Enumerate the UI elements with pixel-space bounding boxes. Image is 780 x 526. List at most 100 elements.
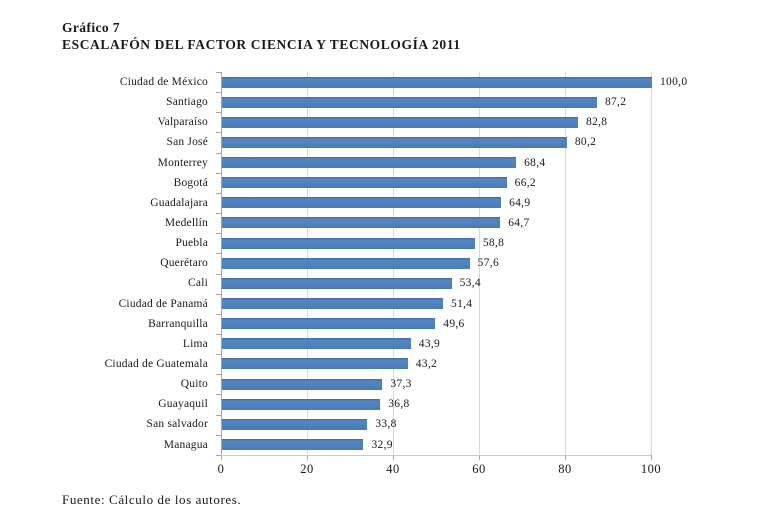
bar xyxy=(222,277,452,289)
value-label: 33,8 xyxy=(375,418,397,431)
bar xyxy=(222,157,517,169)
category-axis-tick xyxy=(216,233,221,235)
source-note: Fuente: Cálculo de los autores. xyxy=(62,492,242,507)
bar xyxy=(222,358,408,370)
bar-row: Ciudad de Panamá 51,4 xyxy=(51,294,751,314)
category-axis-tick xyxy=(216,132,221,134)
bar-track: 64,7 xyxy=(221,213,651,233)
bar-row: Cali 53,4 xyxy=(51,273,751,293)
value-label: 43,2 xyxy=(415,357,438,370)
category-axis-tick xyxy=(216,313,221,315)
value-label: 64,9 xyxy=(509,196,531,209)
category-axis-tick xyxy=(216,92,221,94)
bar-track: 37,3 xyxy=(221,374,651,394)
category-label: Ciudad de Guatemala xyxy=(104,358,208,371)
category-label: Ciudad de México xyxy=(119,76,208,89)
bar xyxy=(222,298,444,310)
bar-row: San José 80,2 xyxy=(51,132,751,152)
bar-track: 32,9 xyxy=(221,435,651,455)
value-label: 64,7 xyxy=(508,216,530,229)
bar xyxy=(222,136,567,148)
category-axis-tick xyxy=(216,354,221,356)
bar-row: Santiago 87,2 xyxy=(51,92,751,112)
category-axis-tick xyxy=(216,454,221,456)
category-label: San José xyxy=(166,136,208,149)
bar xyxy=(222,217,501,229)
category-axis-tick xyxy=(216,152,221,154)
x-tick-label: 60 xyxy=(472,462,486,476)
category-label: Puebla xyxy=(175,237,208,250)
bar-row: Guadalajara 64,9 xyxy=(51,193,751,213)
category-label: Bogotá xyxy=(173,176,208,189)
category-axis-tick xyxy=(216,374,221,376)
bar-row: Ciudad de Guatemala 43,2 xyxy=(51,354,751,374)
category-label: Monterrey xyxy=(157,156,208,169)
bar-row: Bogotá 66,2 xyxy=(51,173,751,193)
chart-title: ESCALAFÓN DEL FACTOR CIENCIA Y TECNOLOGÍ… xyxy=(62,37,461,52)
chart-number-label: Gráfico 7 xyxy=(62,20,120,35)
category-label: Barranquilla xyxy=(148,317,208,330)
bar xyxy=(222,76,652,88)
category-axis-tick xyxy=(216,72,221,73)
bar-track: 43,2 xyxy=(221,354,651,374)
category-axis-tick xyxy=(216,253,221,255)
value-label: 87,2 xyxy=(604,95,627,108)
bar-track: 82,8 xyxy=(221,112,651,132)
category-label: Santiago xyxy=(166,96,208,109)
bar xyxy=(222,378,383,390)
category-axis-tick xyxy=(216,414,221,416)
x-axis-tick xyxy=(307,454,308,460)
bar xyxy=(222,338,411,350)
bar-row: Monterrey 68,4 xyxy=(51,153,751,173)
category-axis-line xyxy=(221,72,222,455)
category-axis-tick xyxy=(216,192,221,194)
category-axis-tick xyxy=(216,112,221,114)
bar-track: 51,4 xyxy=(221,294,651,314)
bar-track: 33,8 xyxy=(221,414,651,434)
bar xyxy=(222,177,507,189)
bar-row: Puebla 58,8 xyxy=(51,233,751,253)
x-tick-label: 100 xyxy=(640,462,662,476)
bar xyxy=(222,439,364,451)
x-axis-tick xyxy=(221,454,222,460)
category-axis-tick xyxy=(216,273,221,275)
category-axis-tick xyxy=(216,333,221,335)
x-axis-tick xyxy=(651,454,652,460)
category-axis-tick xyxy=(216,172,221,174)
gridline xyxy=(565,72,566,455)
bar-rows: Ciudad de México 100,0 Santiago 87,2 Valpara… xyxy=(51,72,751,455)
x-tick-label: 0 xyxy=(217,462,225,476)
value-label: 57,6 xyxy=(477,257,499,270)
category-label: Cali xyxy=(188,277,208,290)
x-axis-labels: 0 20 40 60 80 100 xyxy=(218,462,661,482)
bar-track: 68,4 xyxy=(221,153,651,173)
value-label: 68,4 xyxy=(524,156,546,169)
bar xyxy=(222,398,381,410)
category-label: Guadalajara xyxy=(150,196,208,209)
bar-track: 58,8 xyxy=(221,233,651,253)
bar-track: 66,2 xyxy=(221,173,651,193)
bar-row: Medellín 64,7 xyxy=(51,213,751,233)
value-label: 66,2 xyxy=(514,176,536,189)
bar-row: Quito 37,3 xyxy=(51,374,751,394)
value-label: 37,3 xyxy=(390,377,412,390)
value-label: 43,9 xyxy=(418,337,441,350)
bar-track: 49,6 xyxy=(221,314,651,334)
value-label: 58,8 xyxy=(482,236,505,249)
x-axis-tick xyxy=(393,454,394,460)
bar-track: 57,6 xyxy=(221,253,651,273)
value-label: 49,6 xyxy=(443,317,465,330)
bar xyxy=(222,418,368,430)
category-label: Managua xyxy=(163,438,208,451)
x-tick-label: 20 xyxy=(300,462,314,476)
bar-row: Querétaro 57,6 xyxy=(51,253,751,273)
bar-track: 36,8 xyxy=(221,394,651,414)
x-axis-tick xyxy=(565,454,566,460)
bar-chart: Ciudad de México 100,0 Santiago 87,2 Valpara… xyxy=(51,72,751,492)
x-axis-tick xyxy=(479,454,480,460)
bar-track: 43,9 xyxy=(221,334,651,354)
bar-row: San salvador 33,8 xyxy=(51,414,751,434)
category-label: Medellín xyxy=(164,217,208,230)
bar xyxy=(222,116,579,128)
